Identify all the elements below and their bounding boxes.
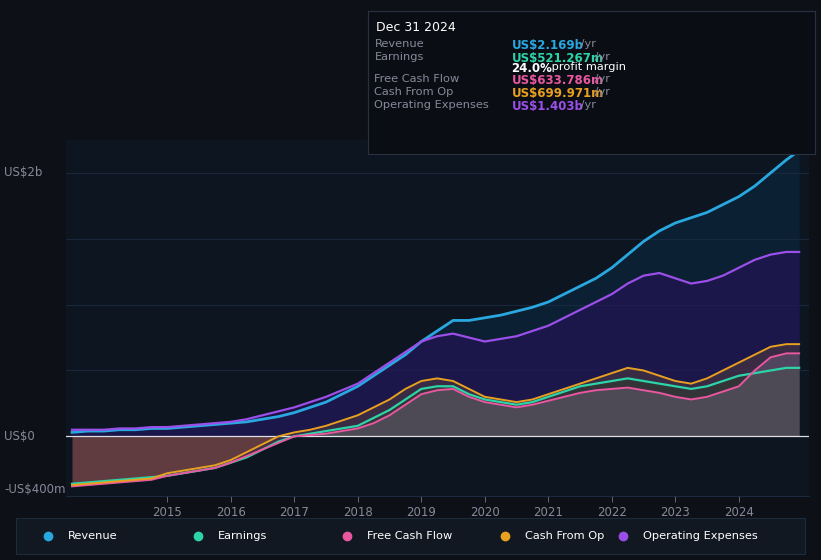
Text: /yr: /yr xyxy=(576,39,595,49)
Text: US$0: US$0 xyxy=(4,430,34,443)
Text: Free Cash Flow: Free Cash Flow xyxy=(367,531,452,541)
Text: US$2.169b: US$2.169b xyxy=(511,39,584,52)
Text: Revenue: Revenue xyxy=(374,39,424,49)
Text: /yr: /yr xyxy=(591,52,610,62)
Text: Operating Expenses: Operating Expenses xyxy=(643,531,758,541)
Text: /yr: /yr xyxy=(576,100,595,110)
Text: profit margin: profit margin xyxy=(548,62,626,72)
Text: US$521.267m: US$521.267m xyxy=(511,52,603,65)
Text: /yr: /yr xyxy=(591,74,610,84)
Text: Earnings: Earnings xyxy=(218,531,267,541)
Text: Cash From Op: Cash From Op xyxy=(374,87,454,97)
Text: -US$400m: -US$400m xyxy=(4,483,66,496)
Text: US$1.403b: US$1.403b xyxy=(511,100,584,113)
Text: 24.0%: 24.0% xyxy=(511,62,553,74)
Text: Cash From Op: Cash From Op xyxy=(525,531,604,541)
Text: US$699.971m: US$699.971m xyxy=(511,87,603,100)
Text: Dec 31 2024: Dec 31 2024 xyxy=(376,21,456,34)
Text: US$2b: US$2b xyxy=(4,166,43,179)
Text: Free Cash Flow: Free Cash Flow xyxy=(374,74,460,84)
Text: /yr: /yr xyxy=(591,87,610,97)
Text: US$633.786m: US$633.786m xyxy=(511,74,603,87)
Text: Operating Expenses: Operating Expenses xyxy=(374,100,489,110)
Text: Earnings: Earnings xyxy=(374,52,424,62)
Text: Revenue: Revenue xyxy=(67,531,117,541)
